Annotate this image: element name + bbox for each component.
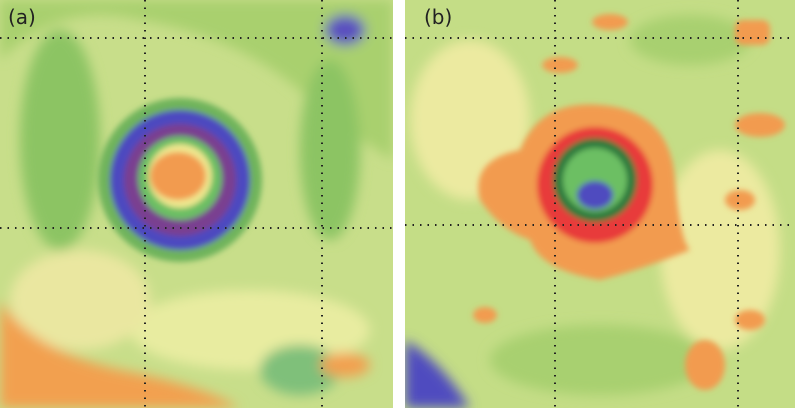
figure: (a) (b) bbox=[0, 0, 795, 408]
panel-label: (b) bbox=[424, 5, 452, 29]
panel-b bbox=[405, 0, 795, 408]
panel-a bbox=[0, 0, 393, 408]
panel-label: (a) bbox=[8, 5, 36, 29]
